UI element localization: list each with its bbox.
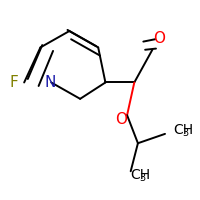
Text: O: O [153, 31, 165, 46]
Text: CH: CH [131, 168, 151, 182]
Text: N: N [45, 75, 56, 90]
Text: F: F [10, 75, 19, 90]
Text: CH: CH [173, 123, 193, 137]
Text: 3: 3 [140, 173, 146, 183]
Text: 3: 3 [182, 128, 188, 138]
Text: O: O [115, 112, 127, 127]
